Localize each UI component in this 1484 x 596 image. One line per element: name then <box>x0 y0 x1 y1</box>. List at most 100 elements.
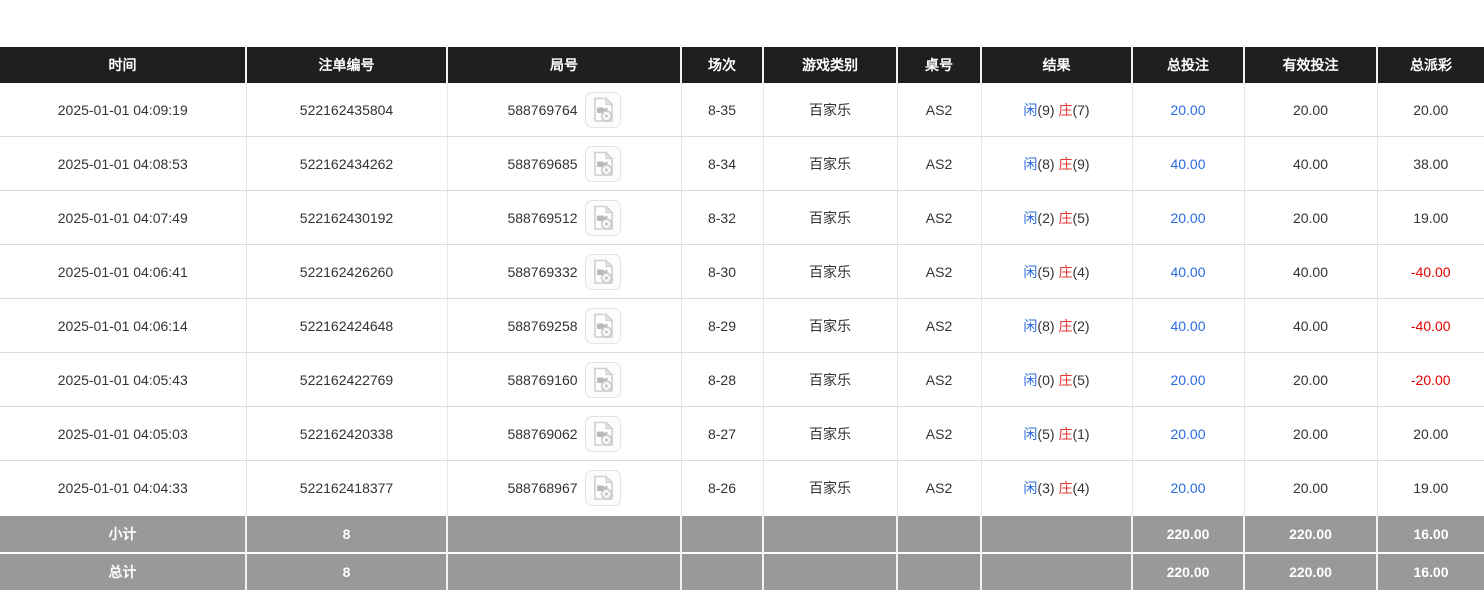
total-bet-link[interactable]: 40.00 <box>1170 317 1206 334</box>
cell-bet-no: 522162434262 <box>246 136 448 191</box>
banker-result-label: 庄 <box>1058 263 1073 280</box>
summary-empty-table-no <box>897 552 982 590</box>
table-row: 2025-01-01 04:06:14 522162424648 5887692… <box>0 298 1484 353</box>
banker-result-points: (4) <box>1072 263 1090 280</box>
round-no-text: 588769258 <box>507 317 578 334</box>
total-bet-link[interactable]: 20.00 <box>1170 101 1206 118</box>
cell-game-type: 百家乐 <box>763 83 898 137</box>
cell-total-bet: 20.00 <box>1132 406 1245 461</box>
cell-bet-no: 522162424648 <box>246 298 448 353</box>
summary-valid-bet: 220.00 <box>1244 514 1378 553</box>
summary-empty-round <box>447 552 682 590</box>
video-replay-button[interactable] <box>584 307 621 344</box>
cell-time: 2025-01-01 04:06:41 <box>0 244 247 299</box>
total-bet-link[interactable]: 20.00 <box>1170 479 1206 496</box>
player-result-label: 闲 <box>1023 371 1038 388</box>
table-footer: 小计 8 220.00 220.00 16.00 总计 8 <box>0 514 1484 590</box>
cell-session: 8-28 <box>681 352 764 407</box>
cell-result: 闲(9) 庄(7) <box>981 83 1133 137</box>
cell-valid-bet: 20.00 <box>1244 460 1378 516</box>
video-replay-button[interactable] <box>584 145 621 182</box>
col-header-session: 场次 <box>681 47 764 83</box>
summary-count: 8 <box>246 514 448 553</box>
cell-table-no: AS2 <box>897 136 982 191</box>
summary-count: 8 <box>246 552 448 590</box>
cell-total-payout: -40.00 <box>1377 244 1484 299</box>
cell-game-type: 百家乐 <box>763 460 898 516</box>
col-header-time: 时间 <box>0 47 247 83</box>
col-header-table-no: 桌号 <box>897 47 982 83</box>
player-result-points: (2) <box>1037 209 1055 226</box>
cell-valid-bet: 40.00 <box>1244 298 1378 353</box>
cell-bet-no: 522162422769 <box>246 352 448 407</box>
table-row: 2025-01-01 04:08:53 522162434262 5887696… <box>0 136 1484 191</box>
table-row: 2025-01-01 04:04:33 522162418377 5887689… <box>0 460 1484 516</box>
summary-row: 小计 8 220.00 220.00 16.00 <box>0 514 1484 553</box>
video-replay-button[interactable] <box>584 91 621 128</box>
total-bet-link[interactable]: 20.00 <box>1170 371 1206 388</box>
cell-valid-bet: 20.00 <box>1244 83 1378 137</box>
cell-total-payout: 19.00 <box>1377 460 1484 516</box>
cell-bet-no: 522162426260 <box>246 244 448 299</box>
summary-empty-result <box>981 552 1133 590</box>
cell-bet-no: 522162420338 <box>246 406 448 461</box>
cell-game-type: 百家乐 <box>763 298 898 353</box>
total-bet-link[interactable]: 40.00 <box>1170 155 1206 172</box>
player-result-label: 闲 <box>1023 317 1038 334</box>
cell-table-no: AS2 <box>897 352 982 407</box>
player-result-label: 闲 <box>1023 425 1038 442</box>
col-header-game-type: 游戏类别 <box>763 47 898 83</box>
cell-table-no: AS2 <box>897 190 982 245</box>
video-replay-button[interactable] <box>584 469 621 506</box>
player-result-label: 闲 <box>1023 209 1038 226</box>
summary-valid-bet: 220.00 <box>1244 552 1378 590</box>
summary-total-payout: 16.00 <box>1377 514 1484 553</box>
cell-total-payout: -40.00 <box>1377 298 1484 353</box>
col-header-total-bet: 总投注 <box>1132 47 1245 83</box>
cell-time: 2025-01-01 04:08:53 <box>0 136 247 191</box>
summary-empty-game-type <box>763 514 898 553</box>
cell-total-bet: 40.00 <box>1132 244 1245 299</box>
cell-game-type: 百家乐 <box>763 406 898 461</box>
round-no-text: 588769512 <box>507 209 578 226</box>
video-replay-button[interactable] <box>584 253 621 290</box>
cell-valid-bet: 40.00 <box>1244 244 1378 299</box>
cell-game-type: 百家乐 <box>763 190 898 245</box>
summary-label: 小计 <box>0 514 247 553</box>
cell-total-bet: 20.00 <box>1132 460 1245 516</box>
cell-table-no: AS2 <box>897 244 982 299</box>
cell-time: 2025-01-01 04:09:19 <box>0 83 247 137</box>
video-replay-icon <box>593 420 613 446</box>
summary-total-bet: 220.00 <box>1132 514 1245 553</box>
video-replay-button[interactable] <box>584 199 621 236</box>
table-row: 2025-01-01 04:09:19 522162435804 5887697… <box>0 83 1484 137</box>
cell-valid-bet: 20.00 <box>1244 406 1378 461</box>
total-bet-link[interactable]: 20.00 <box>1170 425 1206 442</box>
player-result-label: 闲 <box>1023 101 1038 118</box>
cell-valid-bet: 40.00 <box>1244 136 1378 191</box>
player-result-points: (0) <box>1037 371 1055 388</box>
video-replay-icon <box>593 366 613 392</box>
total-bet-link[interactable]: 40.00 <box>1170 263 1206 280</box>
summary-empty-result <box>981 514 1133 553</box>
total-bet-link[interactable]: 20.00 <box>1170 209 1206 226</box>
banker-result-label: 庄 <box>1058 317 1073 334</box>
cell-bet-no: 522162430192 <box>246 190 448 245</box>
cell-round-no: 588769685 <box>447 136 682 191</box>
cell-result: 闲(2) 庄(5) <box>981 190 1133 245</box>
cell-session: 8-26 <box>681 460 764 516</box>
cell-result: 闲(8) 庄(9) <box>981 136 1133 191</box>
video-replay-button[interactable] <box>584 361 621 398</box>
round-no-text: 588768967 <box>507 479 578 496</box>
cell-session: 8-32 <box>681 190 764 245</box>
round-no-text: 588769160 <box>507 371 578 388</box>
cell-time: 2025-01-01 04:04:33 <box>0 460 247 516</box>
table-row: 2025-01-01 04:07:49 522162430192 5887695… <box>0 190 1484 245</box>
cell-total-bet: 40.00 <box>1132 136 1245 191</box>
summary-empty-session <box>681 514 764 553</box>
video-replay-button[interactable] <box>584 415 621 452</box>
table-header-row: 时间 注单编号 局号 场次 游戏类别 桌号 结果 总投注 有效投注 总派彩 <box>0 47 1484 83</box>
cell-bet-no: 522162418377 <box>246 460 448 516</box>
